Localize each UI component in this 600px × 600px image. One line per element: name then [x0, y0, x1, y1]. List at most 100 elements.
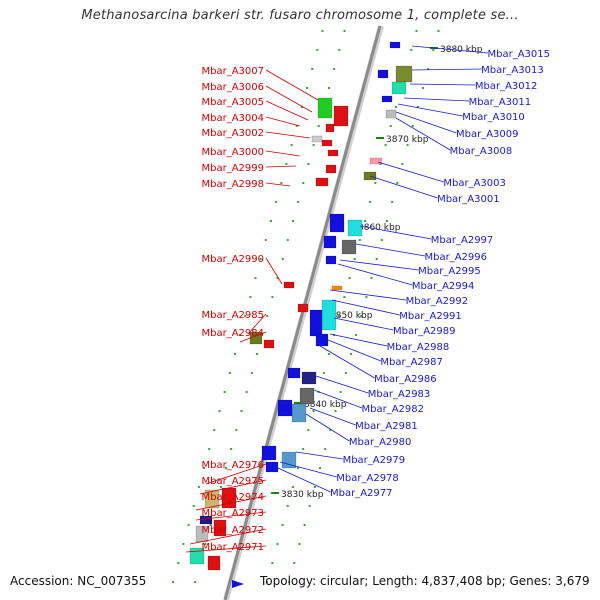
gene-label-mbar_a2985: Mbar_A2985 [201, 310, 264, 321]
guide-dot [209, 524, 212, 526]
gene-block [265, 461, 279, 473]
guide-dot [290, 144, 293, 146]
guide-dot [349, 353, 352, 355]
guide-dot [194, 581, 197, 583]
guide-dot [348, 277, 351, 279]
gene-block [297, 303, 309, 313]
leader-line [265, 69, 319, 101]
gene-block [213, 519, 227, 537]
guide-dot [319, 467, 321, 469]
gene-label-mbar_a2990: Mbar_A2990 [201, 254, 264, 265]
gene-block [301, 371, 317, 385]
gene-block [369, 157, 383, 165]
leader-line [369, 175, 438, 199]
guide-dot [197, 486, 200, 488]
guide-dot [250, 372, 253, 374]
guide-dot [182, 543, 185, 545]
leader-line [189, 528, 267, 545]
guide-dot [432, 49, 435, 51]
gene-label-mbar_a3006: Mbar_A3006 [201, 82, 264, 93]
leader-line [205, 463, 267, 485]
gene-block [317, 97, 333, 119]
gene-block [287, 367, 301, 379]
gene-block [309, 309, 323, 337]
leader-line [403, 97, 470, 102]
label-leader-lines [185, 45, 489, 553]
guide-dot [266, 581, 269, 583]
gene-block [189, 547, 205, 565]
gene-label-mbar_a2984: Mbar_A2984 [201, 328, 264, 339]
gene-label-mbar_a3013: Mbar_A3013 [481, 65, 544, 76]
guide-dot [204, 543, 207, 545]
guide-dot [249, 296, 252, 298]
gene-block [277, 399, 293, 417]
gene-label-mbar_a2975: Mbar_A2975 [201, 476, 264, 487]
gene-block [311, 135, 323, 143]
guide-dot [327, 353, 330, 355]
gene-block [327, 149, 339, 157]
gene-label-mbar_a2996: Mbar_A2996 [424, 252, 487, 263]
gene-label-mbar_a2977: Mbar_A2977 [330, 488, 393, 499]
guide-dot [316, 49, 319, 51]
leader-line [265, 257, 283, 285]
guide-dot [286, 239, 289, 241]
guide-dot [338, 49, 341, 51]
guide-dot [239, 334, 242, 336]
leader-line [411, 68, 482, 71]
gene-block [321, 139, 333, 147]
guide-dot [291, 486, 294, 488]
guide-dot [343, 30, 346, 32]
leader-line [195, 511, 267, 521]
guide-dot [360, 315, 363, 317]
guide-dot [370, 277, 373, 279]
gene-label-mbar_a2999: Mbar_A2999 [201, 163, 264, 174]
guide-dot [219, 486, 222, 488]
guide-dot [303, 524, 306, 526]
leader-line [377, 161, 445, 183]
leader-line [195, 495, 267, 511]
guide-dot [298, 543, 301, 545]
leader-line [265, 85, 313, 113]
gene-label-mbar_a2995: Mbar_A2995 [418, 266, 481, 277]
guide-dot [228, 372, 231, 374]
guide-dot [177, 562, 180, 564]
gene-arrow [232, 580, 244, 588]
leader-line [395, 111, 457, 134]
guide-dot [302, 448, 305, 450]
guide-dot [288, 581, 291, 583]
leader-line [305, 413, 350, 442]
gene-block [261, 445, 277, 461]
guide-dot [203, 467, 205, 469]
guide-dot [386, 220, 388, 222]
guide-dot [401, 163, 404, 165]
guide-dot [358, 239, 361, 241]
guide-dot [276, 543, 279, 545]
guide-dot [311, 68, 314, 70]
gene-block [325, 123, 335, 133]
guide-dot [328, 87, 330, 89]
guide-dot [281, 258, 284, 260]
guide-dot [295, 125, 298, 127]
gene-block [321, 299, 337, 331]
gene-label-mbar_a2988: Mbar_A2988 [387, 342, 450, 353]
gene-label-mbar_a2994: Mbar_A2994 [412, 281, 475, 292]
guide-dot [338, 315, 341, 317]
guide-dot [422, 87, 424, 89]
gene-label-mbar_a3007: Mbar_A3007 [201, 66, 264, 77]
guide-dot [380, 239, 383, 241]
gene-label-mbar_a3015: Mbar_A3015 [487, 49, 550, 60]
gene-block [263, 339, 275, 349]
guide-dot [324, 448, 327, 450]
accession-text: Accession: NC_007355 [10, 574, 147, 588]
gene-block [381, 95, 393, 103]
kbp-tick-label: 3860 kbp [358, 223, 401, 233]
leader-line [265, 116, 301, 127]
gene-block [283, 281, 295, 289]
guide-dot [396, 182, 399, 184]
guide-dot [255, 353, 258, 355]
kbp-tick-label: 3840 kbp [304, 400, 347, 410]
guide-dot [281, 524, 284, 526]
guide-dot [353, 258, 356, 260]
guide-dot [280, 182, 283, 184]
